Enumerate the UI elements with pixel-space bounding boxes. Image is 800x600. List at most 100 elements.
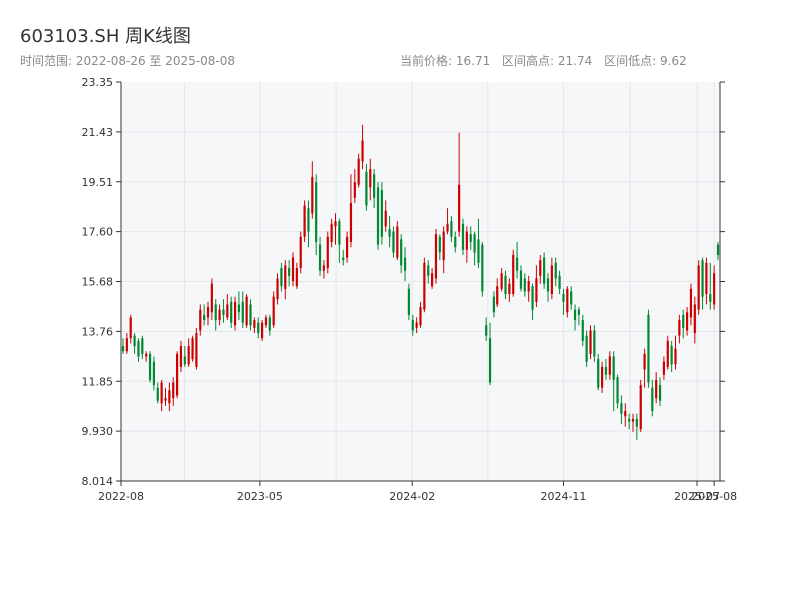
candle [419, 301, 422, 328]
candle [655, 372, 658, 404]
candle [628, 413, 631, 430]
candle-body [616, 377, 619, 404]
candle [701, 257, 704, 310]
x-tick-label: 2023-05 [237, 490, 283, 503]
candle [326, 231, 329, 274]
chart-title: 603103.SH 周K线图 [20, 26, 191, 47]
candle [430, 268, 434, 289]
candle [226, 294, 229, 321]
price-summary: 当前价格: 16.71 区间高点: 21.74 区间低点: 9.62 [400, 52, 695, 69]
candle [272, 291, 275, 328]
candle [222, 299, 225, 323]
candle [357, 153, 360, 188]
candle [160, 379, 163, 412]
candle [612, 351, 615, 412]
candle-body [376, 187, 380, 245]
y-tick-label: 8.014 [82, 475, 114, 488]
candle-body [353, 182, 356, 198]
candle-body [419, 307, 422, 326]
candle [685, 307, 689, 336]
candle-body [230, 301, 233, 323]
candle-body [307, 208, 310, 232]
candle-body [685, 312, 689, 331]
candle-body [709, 294, 712, 302]
candle-body [689, 288, 693, 318]
candle-body [392, 231, 395, 253]
candle [543, 252, 546, 289]
range-high-text: 区间高点: 21.74 [502, 54, 593, 68]
candle [148, 351, 152, 383]
candle-body [589, 330, 592, 354]
candle-body [318, 244, 322, 271]
candle [604, 359, 608, 380]
candle [693, 296, 696, 344]
candle-body [322, 265, 326, 271]
candle-body [388, 228, 391, 237]
candle-body [515, 257, 519, 271]
candle [566, 286, 569, 318]
y-tick-label: 19.51 [82, 176, 114, 189]
candle [311, 161, 314, 219]
candle [535, 265, 538, 308]
candle [504, 270, 507, 300]
candle [469, 226, 472, 250]
candle-body [693, 304, 696, 334]
candle-body [411, 320, 414, 331]
candle-body [233, 301, 237, 326]
candle [515, 242, 519, 279]
candle [284, 260, 287, 300]
candle [156, 382, 159, 404]
candle [264, 314, 268, 328]
candle [133, 333, 136, 354]
candle-body [577, 309, 581, 315]
x-tick-label: 2025-08 [691, 490, 737, 503]
candle [481, 242, 484, 297]
candle-body [384, 210, 387, 227]
candle-body [249, 304, 252, 326]
candle [253, 317, 256, 334]
candle-body [152, 361, 156, 386]
candle [624, 403, 627, 427]
candle [195, 327, 198, 370]
candle-body [133, 335, 136, 347]
candle-body [330, 223, 333, 243]
candle-body [639, 385, 642, 430]
axes: 23.35 21.43 19.51 17.60 15.68 13.76 11.85 9.930… [82, 76, 738, 503]
current-price-text: 当前价格: 16.71 [400, 54, 491, 68]
candle [647, 309, 650, 388]
candle [477, 218, 480, 269]
candle-body [527, 281, 530, 292]
candle-body [519, 270, 523, 289]
candle-body [465, 231, 468, 250]
candle [145, 351, 148, 362]
candle-body [245, 296, 248, 326]
candle-body [206, 307, 210, 318]
candle-body [423, 262, 426, 310]
candle [172, 377, 175, 406]
candle-body [658, 385, 662, 401]
candle-body [156, 387, 159, 401]
candle [230, 296, 233, 328]
candle-body [651, 387, 654, 412]
candle [237, 291, 241, 321]
candle-body [701, 260, 704, 297]
candle [245, 294, 248, 328]
candle [635, 413, 638, 440]
candle [705, 257, 708, 305]
candle-body [148, 353, 152, 380]
candle-body [461, 223, 465, 250]
candle-body [237, 304, 241, 313]
candle [651, 379, 654, 417]
candle-body [396, 226, 399, 258]
candle-body [585, 335, 588, 362]
candle [233, 296, 237, 331]
candle [203, 304, 206, 326]
candle-body [612, 356, 615, 380]
candle-body [191, 338, 194, 360]
candle [299, 231, 302, 274]
candle-body [345, 236, 349, 258]
candle [345, 231, 349, 263]
candle [291, 252, 295, 287]
candle [600, 361, 604, 393]
candle-body [512, 255, 515, 295]
